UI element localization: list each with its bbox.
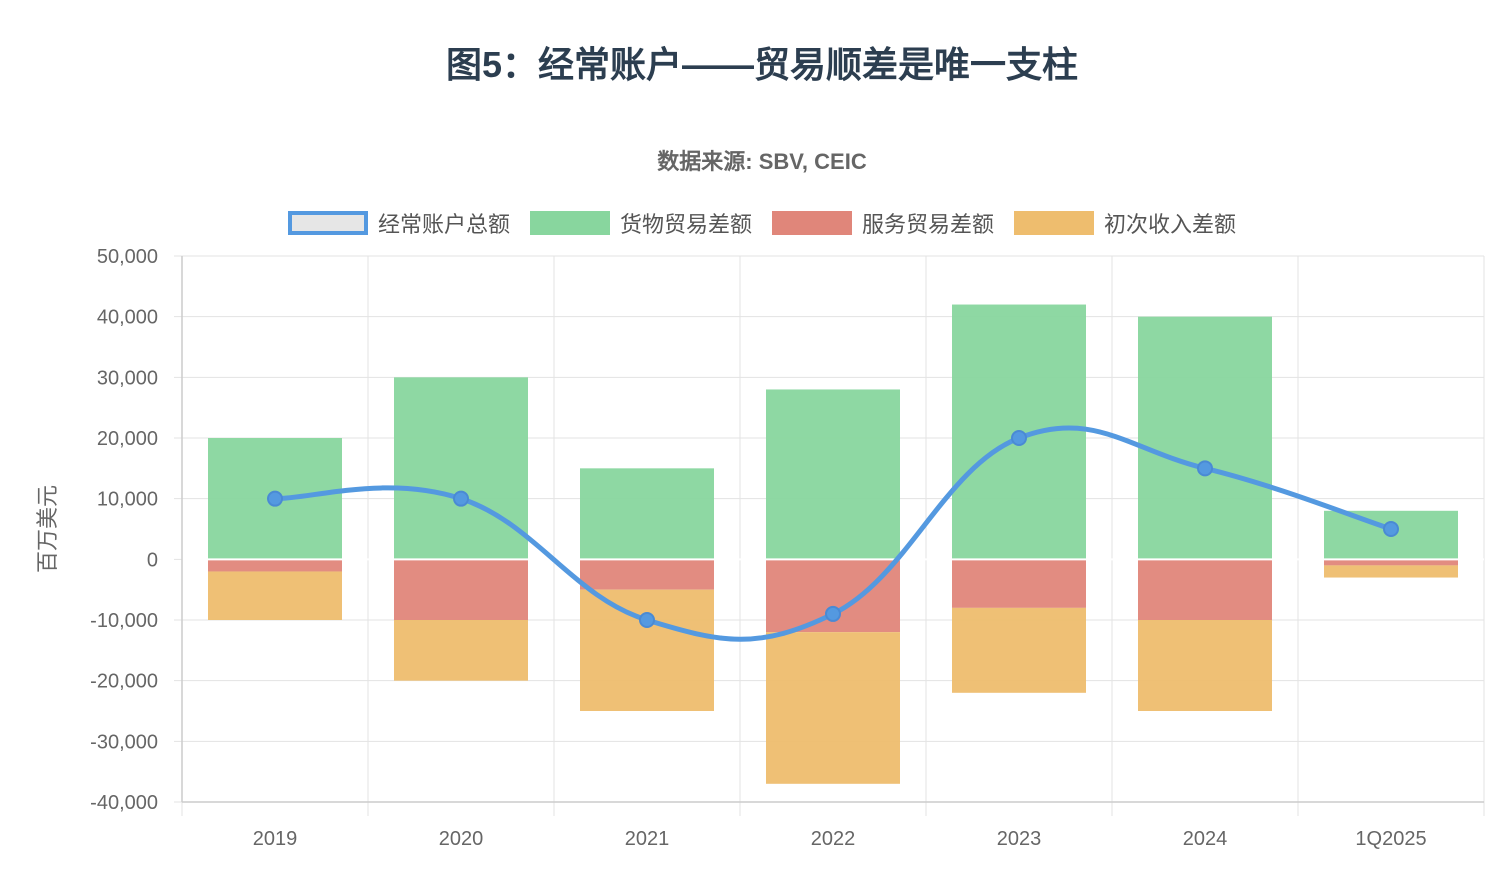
- legend-label-current-account: 经常账户总额: [377, 212, 510, 237]
- bar-services-trade: [952, 559, 1086, 608]
- current-account-point: [1383, 521, 1399, 537]
- y-tick-label: -20,000: [90, 671, 158, 693]
- x-tick-label: 2020: [439, 828, 484, 850]
- current-account-line-layer: [267, 425, 1399, 642]
- x-tick-label: 2023: [997, 828, 1042, 850]
- y-tick-label: 0: [147, 549, 158, 571]
- y-axis-title: 百万美元: [35, 485, 60, 573]
- y-tick-label: 50,000: [97, 246, 158, 268]
- legend-item-goods-trade[interactable]: 货物贸易差额: [529, 207, 752, 239]
- legend-item-primary-income[interactable]: 初次收入差额: [1014, 207, 1236, 239]
- bar-primary-income: [394, 620, 528, 681]
- bar-primary-income: [580, 589, 714, 711]
- legend-swatch-current-account: [287, 211, 368, 235]
- current-account-point: [825, 605, 841, 622]
- x-tick-label: 2019: [253, 828, 298, 850]
- current-account-point: [453, 490, 469, 507]
- y-tick-label: -40,000: [90, 792, 158, 814]
- y-tick-label: 40,000: [97, 307, 158, 329]
- x-tick-label: 1Q2025: [1355, 828, 1426, 850]
- x-tick-label: 2022: [811, 828, 856, 850]
- legend-swatch-goods-trade: [529, 211, 610, 235]
- bar-primary-income: [952, 607, 1086, 693]
- chart-subtitle: 数据来源: SBV, CEIC: [657, 149, 867, 174]
- axes: 50,000 40,000 30,000 20,000 10,000 0 -10,000 -2…: [90, 246, 1484, 850]
- chart-title: 图5：经常账户——贸易顺差是唯一支柱: [445, 44, 1079, 85]
- legend-label-goods-trade: 货物贸易差额: [619, 212, 752, 237]
- legend-item-services-trade[interactable]: 服务贸易差额: [772, 207, 994, 239]
- y-tick-label: 10,000: [97, 489, 158, 511]
- bar-services-trade: [580, 559, 714, 590]
- bar-goods-trade: [766, 389, 900, 560]
- bar-primary-income: [208, 571, 342, 620]
- y-tick-label: 20,000: [97, 428, 158, 450]
- bar-services-trade: [1324, 559, 1458, 566]
- y-tick-label: -30,000: [90, 731, 158, 753]
- bar-services-trade: [394, 559, 528, 620]
- y-tick-label: 30,000: [97, 367, 158, 389]
- bar-primary-income: [1138, 620, 1272, 711]
- legend-item-current-account[interactable]: 经常账户总额: [287, 207, 510, 239]
- legend-swatch-services-trade: [772, 211, 852, 235]
- legend: 经常账户总额 货物贸易差额 服务贸易差额 初次收入差额: [0, 205, 1500, 241]
- bar-primary-income: [1324, 565, 1458, 578]
- current-account-point: [1197, 460, 1213, 477]
- bar-goods-trade: [1138, 316, 1272, 560]
- bar-services-trade: [1138, 559, 1272, 620]
- x-tick-label: 2021: [625, 828, 670, 850]
- bar-goods-trade: [580, 468, 714, 560]
- current-account-point: [639, 612, 655, 628]
- y-tick-label: -10,000: [90, 610, 158, 632]
- bar-goods-trade: [394, 377, 528, 560]
- legend-label-primary-income: 初次收入差额: [1104, 212, 1237, 237]
- x-tick-label: 2024: [1183, 828, 1228, 850]
- current-account-point: [267, 490, 283, 507]
- bar-services-trade: [208, 559, 342, 572]
- bars: [182, 304, 1484, 784]
- legend-label-services-trade: 服务贸易差额: [862, 212, 995, 237]
- legend-swatch-primary-income: [1014, 211, 1095, 235]
- bar-primary-income: [766, 632, 900, 784]
- current-account-point: [1011, 430, 1027, 446]
